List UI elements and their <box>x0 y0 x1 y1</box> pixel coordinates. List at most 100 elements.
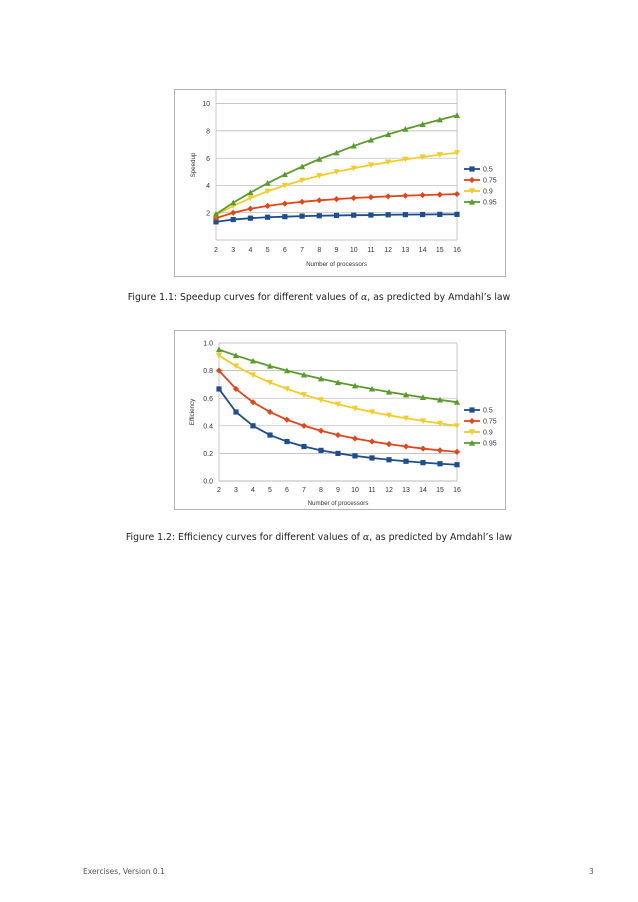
data-point <box>385 412 393 419</box>
legend-label: 0.5 <box>483 167 493 174</box>
data-point <box>453 448 461 455</box>
y-tick-label: 1.0 <box>203 341 213 348</box>
data-point <box>249 357 257 364</box>
data-point <box>264 180 271 186</box>
figure-2-caption-suffix: , as predicted by Amdahl’s law <box>369 532 513 543</box>
x-tick-label: 5 <box>268 487 272 494</box>
y-tick-label: 2 <box>206 210 210 217</box>
efficiency-chart: 0.0 0.2 0.4 0.6 0.8 1.0 2 3 4 5 6 7 8 9 10 11 12 13 14 15 16… <box>174 330 506 510</box>
data-point <box>437 461 443 467</box>
data-point <box>215 352 223 359</box>
data-point <box>233 409 239 415</box>
legend-entry: 0.75 <box>464 176 497 185</box>
data-point <box>419 121 426 127</box>
series-line-0.9 <box>215 151 458 216</box>
x-tick-label: 6 <box>283 247 287 254</box>
data-point <box>437 211 443 217</box>
data-point <box>335 450 341 456</box>
data-point <box>301 443 307 450</box>
data-point <box>249 372 257 378</box>
data-point <box>281 200 288 207</box>
data-point <box>334 379 342 386</box>
data-point <box>316 156 323 162</box>
x-tick-label: 12 <box>385 487 393 494</box>
data-point <box>368 212 374 218</box>
series-0.95 <box>215 346 461 405</box>
legend-marker <box>469 407 475 413</box>
legend-label: 0.5 <box>483 408 493 415</box>
data-point <box>230 199 237 206</box>
x-tick-label: 11 <box>367 247 374 254</box>
legend-label: 0.75 <box>483 419 497 426</box>
figure-1-caption-suffix: , as predicted by Amdahl’s law <box>367 292 511 303</box>
data-point <box>436 152 443 158</box>
y-tick-label: 8 <box>206 129 210 136</box>
data-point <box>350 165 357 172</box>
data-point <box>316 213 322 219</box>
legend-label: 0.9 <box>483 430 493 437</box>
data-point <box>351 212 357 218</box>
x-tick-label: 13 <box>401 247 409 254</box>
speedup-chart-svg: 2 4 6 8 10 2 3 4 5 6 7 8 9 10 11 12 13 14 15 16 Number of pr… <box>190 90 497 268</box>
data-point <box>232 352 240 359</box>
data-point <box>402 126 409 132</box>
data-point <box>436 396 444 403</box>
data-point <box>367 136 375 143</box>
series-line-0.9 <box>218 354 458 427</box>
figure-2-caption-alpha: α <box>362 532 370 543</box>
data-point <box>453 112 461 118</box>
data-point <box>300 392 308 398</box>
data-point <box>351 382 359 389</box>
data-point <box>333 149 340 156</box>
data-point <box>368 438 376 445</box>
x-axis-title: Number of processors <box>306 261 367 268</box>
figure-1-caption-prefix: Figure 1.1: Speedup curves for different… <box>127 292 361 303</box>
data-point <box>265 214 271 220</box>
x-tick-label: 7 <box>302 487 306 494</box>
legend-label: 0.9 <box>483 189 493 196</box>
data-point <box>266 408 274 416</box>
legend-entry: 0.95 <box>464 439 497 448</box>
legend-label: 0.95 <box>483 200 497 207</box>
data-point <box>300 371 308 378</box>
legend-marker <box>468 176 476 184</box>
y-tick-label: 0.2 <box>203 451 213 458</box>
data-point <box>264 202 271 210</box>
x-axis-title: Number of processors <box>308 500 369 507</box>
data-point <box>316 197 323 204</box>
data-point <box>283 416 291 423</box>
data-point <box>436 191 443 198</box>
data-point <box>368 409 376 416</box>
x-tick-label: 3 <box>231 247 235 254</box>
data-point <box>419 445 427 452</box>
legend-label: 0.95 <box>483 441 497 448</box>
data-point <box>420 460 426 466</box>
legend-marker <box>468 198 476 205</box>
data-point <box>453 399 461 405</box>
series-0.95 <box>212 112 461 217</box>
x-tick-label: 12 <box>384 247 392 254</box>
data-point <box>300 422 308 429</box>
x-tick-label: 16 <box>453 487 461 494</box>
data-point <box>419 394 427 400</box>
data-point <box>281 182 288 189</box>
legend-marker <box>468 429 476 436</box>
x-tick-label: 8 <box>319 487 323 494</box>
data-point <box>317 375 325 382</box>
data-point <box>402 192 409 199</box>
y-tick-label: 4 <box>206 183 210 190</box>
data-point <box>385 212 391 218</box>
data-point <box>334 401 342 408</box>
data-point <box>453 423 461 429</box>
data-point <box>264 188 271 195</box>
x-tick-label: 11 <box>368 487 375 494</box>
data-point <box>267 432 273 438</box>
legend-entry: 0.95 <box>464 198 497 207</box>
data-point <box>266 379 274 386</box>
data-point <box>213 219 219 225</box>
x-tick-label: 4 <box>251 487 255 494</box>
data-point <box>281 171 288 178</box>
x-tick-label: 10 <box>351 487 359 494</box>
data-point <box>385 388 393 395</box>
data-point <box>284 438 290 445</box>
